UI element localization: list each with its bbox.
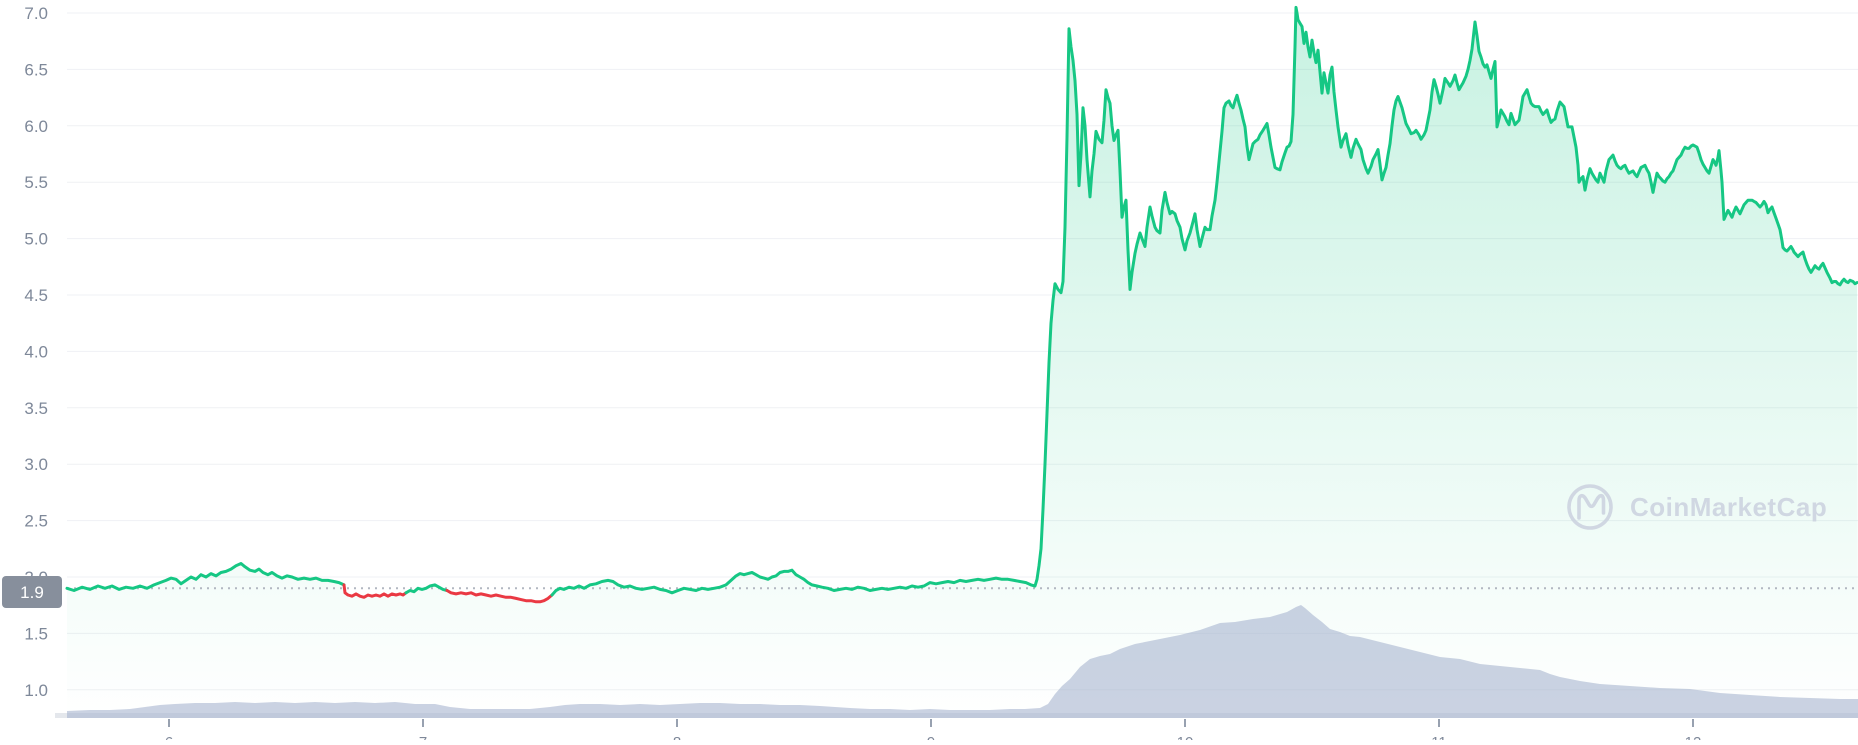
y-axis-label: 1.5 (24, 624, 48, 643)
y-axis-label: 3.5 (24, 399, 48, 418)
price-line-segment-down (445, 589, 554, 604)
y-axis-label: 4.0 (24, 342, 48, 361)
price-line-segment-up (65, 562, 346, 592)
y-axis-label: 3.0 (24, 455, 48, 474)
x-axis-labels: 6 7 8 9 10 11 12 (165, 719, 1702, 745)
y-axis-label: 4.5 (24, 286, 48, 305)
price-line-segment-up (550, 5, 1858, 597)
y-axis-labels: 7.06.56.05.55.04.54.03.53.02.52.01.51.0 (24, 4, 48, 700)
watermark: CoinMarketCap (1567, 484, 1827, 530)
y-axis-label: 6.5 (24, 60, 48, 79)
y-axis-label: 5.0 (24, 230, 48, 249)
current-price-badge: 1.9 (2, 576, 62, 608)
x-tick-label-7: 7 (419, 734, 427, 740)
price-line-segment-down (342, 583, 408, 599)
x-tick-label-11: 11 (1431, 734, 1447, 740)
price-area-fill (67, 7, 1858, 713)
x-tick-label-9: 9 (927, 734, 935, 740)
y-axis-label: 1.0 (24, 681, 48, 700)
x-tick-label-10: 10 (1177, 734, 1194, 740)
x-tick-label-12: 12 (1685, 734, 1702, 740)
current-price-badge-label: 1.9 (20, 583, 44, 602)
y-axis-label: 6.0 (24, 117, 48, 136)
price-line-segment-up (404, 583, 449, 595)
x-tick-label-6: 6 (165, 734, 173, 740)
price-line (65, 5, 1858, 604)
watermark-text: CoinMarketCap (1630, 492, 1827, 522)
y-axis-label: 5.5 (24, 173, 48, 192)
volume-area (67, 605, 1858, 718)
coinmarketcap-logo-icon (1567, 484, 1613, 530)
x-tick-label-8: 8 (673, 734, 681, 740)
y-axis-label: 7.0 (24, 4, 48, 23)
y-axis-label: 2.5 (24, 512, 48, 531)
